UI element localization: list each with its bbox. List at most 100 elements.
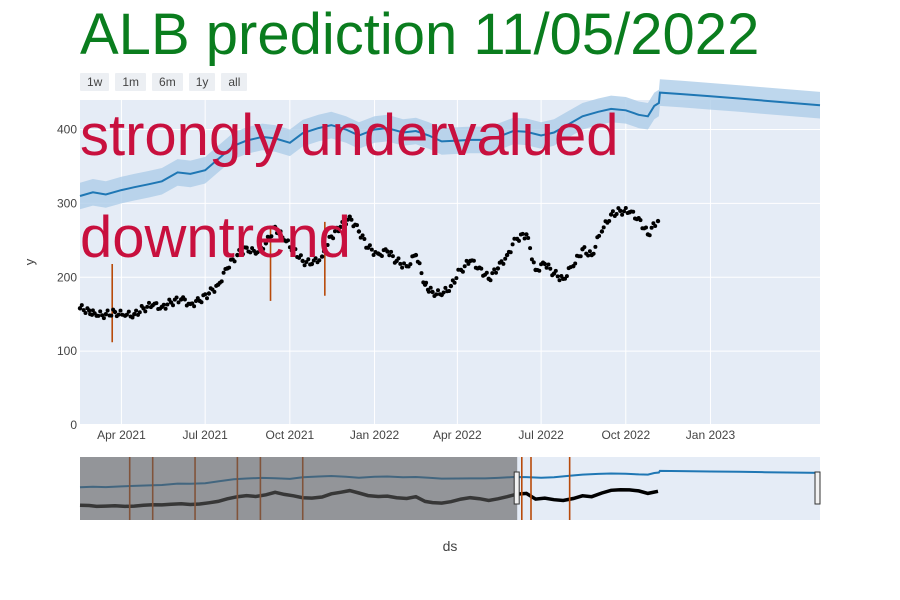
actual-points — [77, 206, 661, 321]
actual-point — [371, 253, 376, 257]
actual-point — [306, 257, 311, 262]
actual-point — [347, 214, 352, 219]
actual-point — [460, 269, 465, 274]
actual-point — [124, 312, 129, 317]
actual-point — [587, 249, 592, 254]
actual-point — [79, 303, 84, 308]
actual-point — [269, 234, 274, 239]
actual-point — [235, 252, 240, 258]
actual-point — [255, 250, 260, 255]
range-button-all[interactable]: all — [221, 73, 248, 91]
forecast-band — [80, 79, 820, 210]
actual-point — [610, 209, 615, 214]
actual-point — [631, 209, 636, 214]
range-slider[interactable] — [79, 457, 821, 520]
actual-point — [501, 261, 506, 266]
actual-point — [161, 302, 166, 307]
actual-point — [171, 303, 175, 308]
actual-point — [537, 268, 542, 273]
actual-point — [331, 236, 336, 241]
actual-point — [647, 233, 652, 238]
actual-point — [607, 219, 612, 223]
actual-point — [419, 271, 424, 276]
actual-point — [369, 247, 374, 252]
actual-point — [593, 244, 598, 249]
actual-point — [317, 258, 322, 263]
x-axis-label: ds — [443, 538, 458, 554]
actual-point — [132, 312, 137, 317]
actual-point — [240, 252, 245, 257]
actual-point — [323, 250, 328, 255]
x-tick-label: Jan 2023 — [686, 428, 736, 442]
range-button-6m[interactable]: 6m — [152, 73, 183, 91]
actual-point — [287, 245, 292, 250]
actual-point — [620, 212, 625, 217]
actual-point — [293, 247, 298, 252]
actual-point — [614, 212, 619, 216]
actual-point — [194, 299, 198, 303]
actual-point — [495, 266, 501, 271]
actual-point — [349, 217, 354, 222]
y-tick-label: 0 — [70, 418, 77, 432]
actual-point — [396, 256, 401, 261]
actual-point — [154, 301, 159, 306]
range-button-1m[interactable]: 1m — [115, 73, 147, 91]
actual-point — [428, 285, 433, 290]
actual-point — [141, 306, 146, 311]
actual-point — [304, 260, 309, 264]
actual-point — [557, 278, 562, 283]
actual-point — [192, 304, 197, 309]
actual-point — [250, 246, 255, 251]
actual-point — [116, 312, 121, 317]
actual-point — [436, 288, 440, 293]
actual-point — [336, 229, 341, 234]
x-tick-label: Oct 2021 — [265, 428, 314, 442]
actual-point — [379, 254, 384, 258]
actual-point — [83, 311, 88, 315]
actual-point — [221, 270, 226, 275]
range-button-1y[interactable]: 1y — [188, 73, 216, 91]
actual-point — [81, 308, 86, 313]
y-axis-ticks: 0 100 200 300 400 — [57, 123, 77, 432]
x-tick-label: Jul 2022 — [518, 428, 564, 442]
actual-point — [622, 209, 626, 214]
actual-point — [87, 308, 92, 313]
actual-point — [203, 292, 208, 297]
actual-point — [430, 289, 435, 295]
actual-point — [492, 267, 497, 272]
actual-point — [526, 236, 531, 240]
actual-point — [212, 289, 217, 294]
actual-point — [98, 309, 103, 314]
actual-point — [644, 225, 648, 230]
actual-point — [319, 254, 325, 259]
actual-point — [524, 232, 529, 237]
actual-point — [601, 225, 606, 230]
y-axis-label: y — [22, 258, 37, 265]
actual-point — [623, 206, 628, 210]
actual-point — [176, 300, 181, 305]
actual-point — [542, 261, 547, 267]
actual-point — [103, 312, 109, 317]
actual-point — [618, 208, 623, 213]
actual-point — [564, 274, 569, 279]
actual-point — [77, 306, 83, 311]
actual-point — [655, 218, 661, 224]
x-tick-label: Oct 2022 — [601, 428, 650, 442]
actual-point — [134, 308, 139, 313]
actual-point — [462, 264, 467, 269]
x-tick-label: Jul 2021 — [182, 428, 228, 442]
actual-point — [286, 238, 290, 243]
range-slider-right-handle[interactable] — [814, 471, 821, 505]
actual-point — [205, 296, 209, 301]
range-slider-left-handle[interactable] — [513, 471, 520, 505]
actual-point — [118, 308, 123, 313]
range-slider-mask — [80, 457, 518, 520]
actual-point — [413, 252, 419, 258]
actual-point — [126, 309, 131, 314]
actual-point — [528, 246, 533, 251]
range-button-1w[interactable]: 1w — [80, 73, 110, 91]
actual-point — [400, 265, 405, 270]
actual-point — [390, 254, 395, 259]
range-selector: 1w 1m 6m 1y all — [80, 73, 248, 91]
